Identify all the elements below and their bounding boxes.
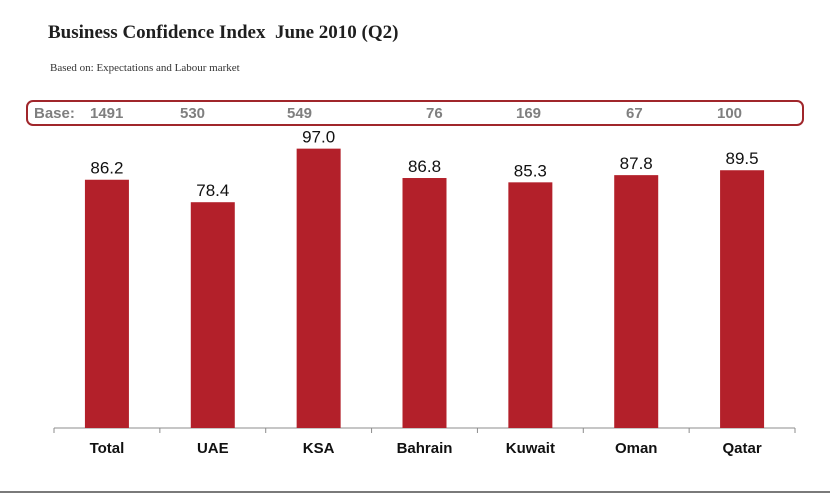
base-value-ksa: 549 [287, 105, 313, 122]
chart-subtitle: Based on: Expectations and Labour market [50, 62, 240, 74]
x-tick-label-total: Total [90, 440, 125, 457]
x-tick-label-bahrain: Bahrain [397, 440, 453, 457]
bar-qatar [720, 170, 765, 429]
data-label-kuwait: 85.3 [514, 161, 547, 180]
bar-uae [190, 202, 235, 428]
bottom-divider [0, 491, 830, 493]
base-label: Base: [34, 105, 75, 122]
bar-ksa [296, 148, 341, 428]
data-label-ksa: 97.0 [302, 128, 335, 147]
x-tick-label-qatar: Qatar [722, 440, 761, 457]
bar-total [84, 179, 129, 428]
data-label-total: 86.2 [90, 159, 123, 178]
bar-bahrain [402, 178, 447, 428]
data-label-qatar: 89.5 [726, 149, 759, 168]
x-tick-label-kuwait: Kuwait [506, 440, 555, 457]
data-label-bahrain: 86.8 [408, 157, 441, 176]
base-value-bahrain: 76 [426, 105, 443, 122]
base-value-kuwait: 169 [516, 105, 542, 122]
x-tick-label-uae: UAE [197, 440, 229, 457]
bar-oman [614, 175, 659, 428]
base-row-box [26, 100, 804, 126]
base-value-qatar: 100 [717, 105, 743, 122]
data-label-oman: 87.8 [620, 154, 653, 173]
chart-title: Business Confidence Index June 2010 (Q2) [48, 22, 399, 43]
base-value-uae: 530 [180, 105, 206, 122]
data-label-uae: 78.4 [196, 181, 229, 200]
x-tick-label-ksa: KSA [303, 440, 335, 457]
bar-kuwait [508, 182, 553, 428]
base-value-total: 1491 [90, 105, 124, 122]
base-value-oman: 67 [626, 105, 643, 122]
x-tick-label-oman: Oman [615, 440, 658, 457]
